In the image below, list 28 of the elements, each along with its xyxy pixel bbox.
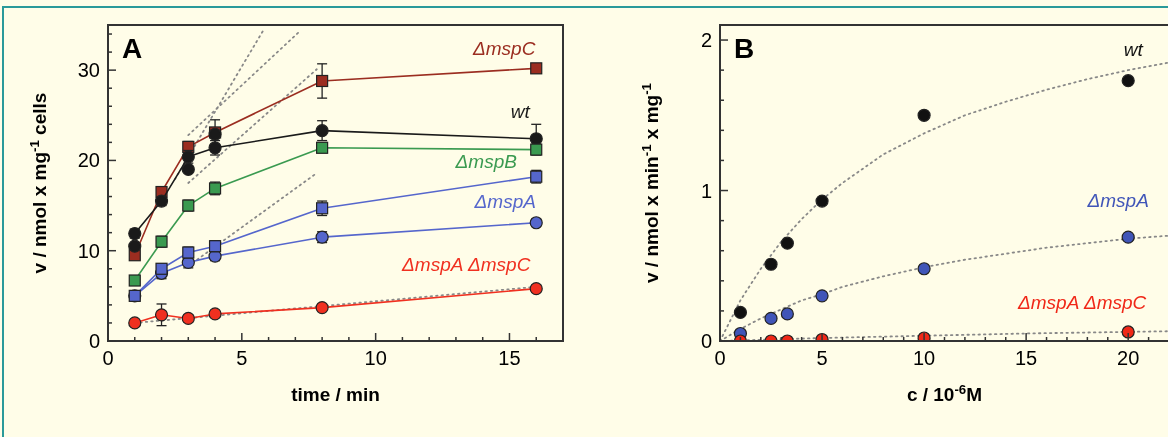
series-label: ΔmspA ΔmspC [401, 253, 531, 275]
y-tick-label: 2 [700, 29, 712, 52]
series-label: wt [1123, 38, 1144, 60]
series-label: ΔmspB [454, 150, 518, 172]
y-tick-label: 1 [700, 179, 712, 202]
x-tick-label: 20 [1117, 347, 1140, 369]
x-tick-label: 5 [236, 347, 248, 369]
x-tick-label: 10 [364, 347, 387, 369]
series-label: ΔmspA [473, 190, 536, 212]
x-tick-label: 0 [714, 347, 726, 369]
x-axis-title: c / 10$^{-6}$M [906, 381, 983, 405]
chart-title: A [122, 33, 143, 64]
x-tick-label: 5 [816, 347, 828, 369]
y-tick-label: 30 [77, 59, 100, 82]
x-axis-title: time / min [291, 384, 380, 405]
series-label: ΔmspC [472, 38, 536, 60]
chart-title: B [734, 33, 755, 64]
series-label: wt [510, 100, 531, 122]
y-tick-label: 10 [77, 239, 100, 262]
y-tick-label: 20 [77, 149, 100, 172]
y-tick-label: 0 [700, 330, 712, 352]
x-tick-label: 10 [912, 347, 936, 369]
series-label: ΔmspA [1086, 190, 1149, 212]
x-tick-label: 0 [102, 347, 114, 369]
y-tick-label: 0 [88, 330, 100, 352]
x-tick-label: 15 [1015, 347, 1038, 369]
x-tick-label: 15 [498, 347, 521, 369]
series-label: ΔmspA ΔmspC [1017, 291, 1147, 313]
